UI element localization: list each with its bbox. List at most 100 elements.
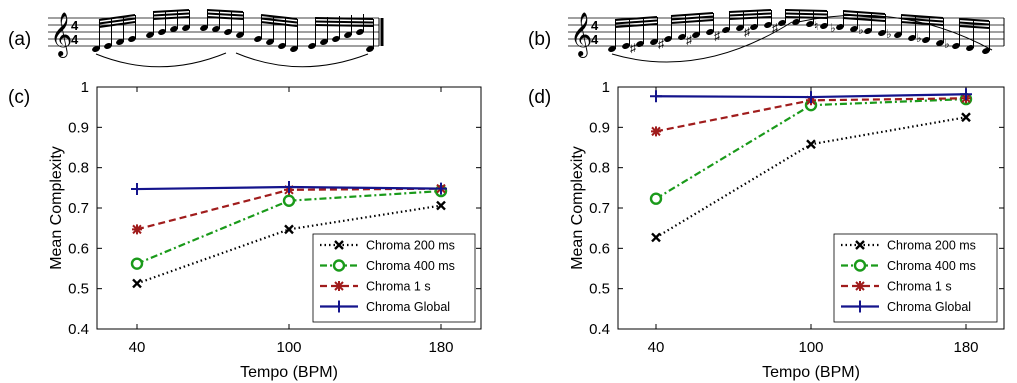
chart-d: (d) 0.4 0.5 0.6 0.7 0.8 0.9 1 40 100 180 Tempo (B…: [528, 79, 1005, 381]
accidental-icon: ♯: [714, 29, 720, 43]
note-beam: [98, 14, 136, 21]
data-point: [650, 90, 662, 103]
time-signature-bottom-b: 4: [591, 32, 599, 47]
x-tick-label: 180: [428, 339, 453, 356]
note-head: [158, 29, 166, 35]
note-beam: [728, 16, 772, 20]
data-point: [651, 126, 661, 137]
y-tick-label: 0.7: [589, 200, 610, 217]
note-head: [820, 23, 828, 29]
note-head: [224, 29, 232, 35]
time-signature-bottom-a: 4: [71, 32, 79, 47]
legend-item: Chroma 200 ms: [841, 239, 976, 253]
note-head: [344, 32, 352, 38]
y-tick-label: 0.9: [68, 119, 89, 136]
axis-ticks-c: 0.4 0.5 0.6 0.7 0.8 0.9 1 40 100 180: [68, 79, 481, 356]
accidental-icon: ♭: [916, 31, 922, 45]
notes-b: ♯ ♯ ♯ ♯ ♯ ♯ ♮ ♭ ♭ ♭ ♭ ♭: [608, 9, 990, 55]
legend-label: Chroma 1 s: [366, 280, 431, 294]
data-point: [435, 182, 447, 195]
legend-marker: [853, 259, 867, 272]
note-head: [922, 37, 930, 43]
y-tick-label: 0.4: [589, 321, 610, 338]
series-markers-c: [130, 181, 448, 289]
note-head: [366, 46, 374, 52]
accidental-icon: ♯: [658, 37, 664, 51]
note-head: [308, 43, 316, 49]
series-markers-d: [649, 88, 973, 243]
note-head: [146, 32, 154, 38]
legend-marker: [334, 281, 344, 291]
time-signature-top-a: 4: [71, 18, 79, 33]
note-beam: [958, 18, 990, 22]
note-beam: [670, 15, 714, 21]
accidental-icon: ♯: [630, 41, 636, 55]
note-head: [908, 35, 916, 41]
note-head: [332, 36, 340, 42]
panel-label-b: (b): [528, 29, 551, 50]
x-tick-label: 100: [798, 339, 823, 356]
data-point: [960, 88, 972, 101]
legend-item: Chroma 400 ms: [320, 259, 455, 273]
legend-marker: [333, 300, 345, 313]
treble-clef-icon: 𝄞: [570, 13, 592, 58]
legend-label: Chroma Global: [366, 300, 450, 314]
note-head: [622, 43, 630, 49]
note-head: [92, 46, 100, 52]
note-head: [966, 45, 974, 51]
note-beam: [958, 25, 990, 29]
x-tick-label: 40: [648, 339, 665, 356]
legend-label: Chroma 1 s: [887, 280, 952, 294]
accidental-icon: ♯: [772, 21, 778, 35]
data-point: [436, 200, 446, 211]
accidental-icon: ♭: [944, 37, 950, 51]
note-head: [806, 21, 814, 27]
note-beam: [260, 14, 298, 20]
note-head: [320, 39, 328, 45]
legend-marker: [855, 281, 865, 291]
note-beam: [614, 16, 658, 21]
data-point: [651, 232, 661, 243]
note-head: [736, 25, 744, 31]
accidental-icon: ♭: [830, 21, 836, 35]
slur-b-1: [611, 21, 793, 63]
note-beam: [784, 9, 828, 12]
note-beam: [98, 17, 136, 25]
note-head: [200, 25, 208, 31]
note-head: [722, 27, 730, 33]
score-b: (b) 𝄞 4 4 ♯ ♯ ♯ ♯ ♯ ♯ ♮ ♭ ♭ ♭ ♭ ♭: [528, 9, 1005, 63]
panel-label-c: (c): [8, 87, 30, 108]
score-a: (a) 𝄞 4 4: [8, 9, 384, 68]
note-beam: [260, 21, 298, 27]
x-tick-label: 100: [276, 339, 301, 356]
data-point: [806, 139, 816, 150]
time-signature-top-b: 4: [591, 18, 599, 33]
y-tick-label: 1: [602, 79, 610, 96]
note-head: [290, 46, 298, 52]
legend-item: Chroma 1 s: [320, 280, 431, 294]
note-head: [878, 30, 886, 36]
legend-label: Chroma Global: [887, 300, 971, 314]
slur-b-2: [797, 14, 993, 51]
panel-label-d: (d): [528, 87, 551, 108]
y-tick-label: 0.5: [589, 281, 610, 298]
data-point: [805, 91, 817, 104]
note-beam: [614, 19, 658, 25]
x-tick-label: 180: [953, 339, 978, 356]
note-head: [982, 48, 990, 54]
note-head: [636, 41, 644, 47]
series-line: [136, 189, 442, 265]
accidental-icon: ♮: [814, 19, 818, 33]
notes-a: [92, 9, 374, 52]
y-axis-title-d: Mean Complexity: [569, 146, 586, 270]
data-point: [282, 194, 296, 207]
series-line: [655, 116, 967, 239]
data-point: [131, 183, 143, 196]
note-beam: [152, 12, 190, 17]
legend-marker: [855, 240, 865, 250]
panel-label-a: (a): [8, 29, 31, 50]
legend-item: Chroma 1 s: [841, 280, 952, 294]
note-beam: [314, 24, 374, 27]
y-tick-label: 0.9: [589, 119, 610, 136]
